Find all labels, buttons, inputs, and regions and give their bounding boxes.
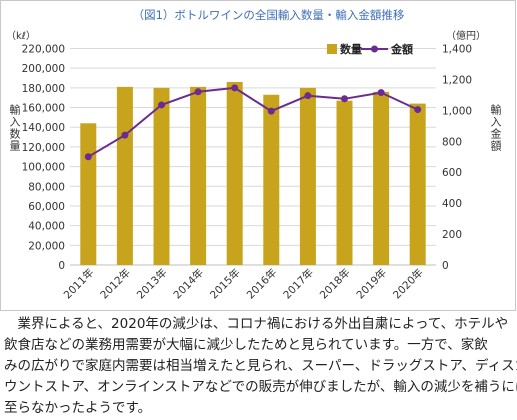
right-axis-unit: （億円） bbox=[446, 31, 486, 42]
body-paragraph: 業界によると、2020年の減少は、コロナ禍における外出自粛によって、ホテルや 飲… bbox=[4, 314, 517, 419]
legend-bar-swatch bbox=[327, 44, 337, 54]
left-y-tick-label: 100,000 bbox=[22, 162, 65, 174]
paragraph-line: 飲食店などの業務用需要が大幅に減少したためと見られています。一方で、家飲 bbox=[4, 337, 488, 353]
line-amount bbox=[87, 86, 419, 158]
paragraph-line: ウントストア、オンラインストアなどでの販売が伸びましたが、輸入の減少を補うには bbox=[4, 379, 517, 395]
bar-quantity bbox=[153, 87, 170, 265]
bar-quantity bbox=[190, 86, 207, 265]
right-y-tick-label: 1,000 bbox=[442, 105, 472, 117]
right-axis-title: 輸入金額 bbox=[489, 104, 502, 152]
legend-line-marker bbox=[371, 45, 378, 53]
bar-quantity bbox=[116, 86, 133, 265]
paragraph-line: みの広がりで家庭内需要は相当増えたと見られ、スーパー、ドラッグストア、ディスカ bbox=[4, 358, 517, 374]
legend: 数量 金額 bbox=[327, 42, 413, 56]
left-axis-unit: （kℓ） bbox=[6, 31, 36, 42]
left-y-tick-label: 160,000 bbox=[22, 103, 65, 115]
left-y-tick-label: 120,000 bbox=[22, 142, 65, 154]
line-amount-point bbox=[121, 131, 129, 139]
line-amount-point bbox=[414, 106, 422, 114]
right-y-tick-label: 200 bbox=[442, 229, 462, 241]
line-amount-point bbox=[231, 84, 239, 92]
right-y-tick-label: 600 bbox=[442, 167, 462, 179]
line-series bbox=[84, 84, 422, 161]
left-y-tick-label: 40,000 bbox=[28, 221, 65, 233]
paragraph-line: 至らなかったようです。 bbox=[4, 400, 152, 416]
chart-title: （図1）ボトルワインの全国輸入数量・輸入金額推移 bbox=[132, 8, 405, 22]
paragraph-line: 業界によると、2020年の減少は、コロナ禍における外出自粛によって、ホテルや bbox=[4, 316, 509, 332]
left-y-tick-label: 80,000 bbox=[28, 181, 65, 193]
left-y-tick-label: 60,000 bbox=[28, 201, 65, 213]
bar-quantity bbox=[263, 94, 280, 265]
left-y-tick-label: 140,000 bbox=[22, 122, 65, 134]
left-y-tick-label: 20,000 bbox=[28, 240, 65, 252]
right-y-tick-label: 400 bbox=[442, 198, 462, 210]
legend-line-label: 金額 bbox=[390, 42, 413, 56]
left-y-tick-label: 220,000 bbox=[22, 44, 65, 56]
bar-quantity bbox=[409, 103, 426, 265]
line-amount-point bbox=[84, 153, 92, 161]
bar-quantity bbox=[226, 81, 243, 265]
bar-quantity bbox=[336, 100, 353, 265]
right-y-tick-label: 1,400 bbox=[442, 44, 472, 56]
right-y-tick-label: 1,200 bbox=[442, 74, 472, 86]
bar-quantity bbox=[299, 87, 316, 265]
line-amount-point bbox=[304, 92, 312, 100]
legend-bar-label: 数量 bbox=[340, 42, 362, 56]
line-amount-point bbox=[194, 88, 202, 96]
line-amount-point bbox=[341, 95, 348, 103]
right-y-tick-label: 0 bbox=[442, 260, 449, 272]
chart-frame bbox=[0, 0, 516, 311]
line-amount-point bbox=[377, 89, 385, 97]
chart: 0 20,000 40,000 60,000 80,000 100,000 120,000 1… bbox=[0, 0, 516, 311]
line-amount-point bbox=[158, 101, 165, 109]
left-y-tick-label: 200,000 bbox=[22, 63, 65, 75]
left-y-tick-label: 180,000 bbox=[22, 83, 65, 95]
bar-quantity bbox=[373, 91, 390, 265]
bar-quantity bbox=[80, 123, 97, 265]
right-y-tick-label: 800 bbox=[442, 136, 462, 148]
tick-labels: 0 20,000 40,000 60,000 80,000 100,000 120,000 1… bbox=[22, 44, 472, 273]
left-axis-title: 輸入数量 bbox=[8, 104, 21, 152]
line-amount-point bbox=[267, 107, 275, 115]
left-y-tick-label: 0 bbox=[58, 260, 65, 272]
